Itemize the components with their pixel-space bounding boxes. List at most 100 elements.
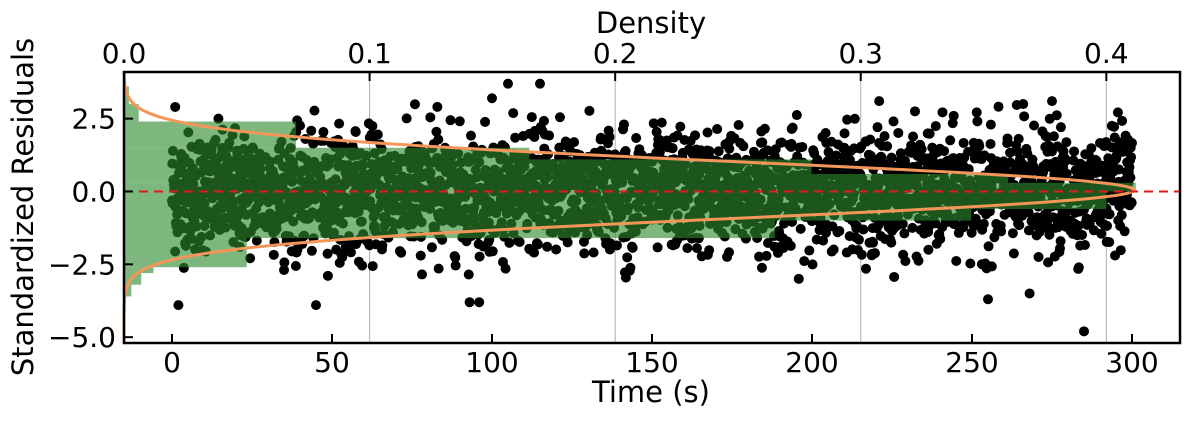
scatter-point [311, 300, 321, 311]
x-axis-label: Time (s) [591, 375, 710, 409]
scatter-point [487, 93, 497, 104]
scatter-point [849, 113, 860, 124]
histogram-bar [124, 104, 139, 122]
scatter-point [1013, 133, 1024, 144]
scatter-point [268, 249, 279, 260]
scatter-point [971, 107, 982, 118]
scatter-point [1043, 257, 1054, 268]
scatter-point [1109, 121, 1120, 132]
scatter-point [985, 138, 996, 149]
scatter-point [986, 261, 997, 272]
scatter-point [1073, 262, 1084, 273]
y-axis-label: Standardized Residuals [6, 38, 40, 376]
scatter-point [432, 101, 443, 112]
scatter-point [974, 141, 985, 152]
scatter-point [908, 131, 919, 142]
y-tick-label: 2.5 [71, 103, 116, 136]
scatter-point [170, 101, 181, 112]
scatter-point [886, 152, 897, 163]
scatter-point [900, 256, 911, 267]
scatter-point [415, 250, 426, 261]
x-tick-label: 50 [314, 346, 350, 379]
scatter-point [295, 120, 306, 131]
scatter-point [993, 101, 1004, 112]
scatter-point [173, 300, 184, 311]
scatter-point [425, 112, 436, 123]
scatter-point [474, 297, 485, 308]
scatter-point [958, 137, 969, 148]
scatter-point [899, 228, 910, 239]
scatter-point [978, 218, 989, 229]
scatter-point [618, 119, 629, 130]
scatter-point [948, 110, 959, 121]
scatter-point [544, 130, 555, 141]
scatter-point [562, 237, 573, 248]
scatter-point [1115, 245, 1126, 256]
scatter-point [1113, 164, 1124, 175]
scatter-point [1029, 120, 1040, 131]
scatter-point [1007, 228, 1018, 239]
x-tick-label: 300 [1105, 346, 1158, 379]
x-tick-label: 100 [465, 346, 518, 379]
scatter-point [791, 110, 802, 121]
scatter-point [464, 297, 475, 308]
scatter-point [756, 262, 767, 273]
histogram-bar [124, 220, 775, 239]
scatter-point [882, 141, 893, 152]
scatter-point [433, 134, 444, 145]
scatter-point [1051, 110, 1062, 121]
scatter-point [865, 134, 876, 145]
scatter-point [318, 126, 329, 137]
scatter-point [869, 248, 880, 259]
scatter-point [656, 117, 667, 128]
scatter-point [823, 147, 834, 158]
scatter-point [786, 138, 797, 149]
scatter-point [417, 269, 428, 280]
scatter-point [828, 244, 839, 255]
scatter-point [532, 239, 543, 250]
scatter-point [1096, 228, 1107, 239]
scatter-point [1008, 248, 1019, 259]
scatter-point [939, 146, 950, 157]
scatter-point [595, 132, 606, 143]
scatter-point [1079, 239, 1090, 250]
scatter-point [897, 218, 908, 229]
scatter-point [1005, 157, 1016, 168]
scatter-point [401, 113, 412, 124]
scatter-point [514, 236, 525, 247]
scatter-point [1060, 156, 1071, 167]
histogram-bar [124, 238, 247, 268]
x-tick-label: 0 [163, 346, 181, 379]
scatter-point [909, 106, 920, 117]
scatter-point [895, 148, 906, 159]
scatter-point [279, 265, 290, 276]
scatter-point [1079, 326, 1089, 337]
scatter-point [733, 119, 744, 130]
scatter-point [682, 243, 693, 254]
scatter-point [713, 146, 724, 157]
scatter-point [724, 143, 735, 154]
scatter-point [983, 241, 994, 252]
histogram-bar [124, 182, 1136, 192]
scatter-point [569, 137, 580, 148]
scatter-point [337, 252, 348, 263]
scatter-point [804, 245, 815, 256]
scatter-point [584, 105, 595, 116]
scatter-point [245, 253, 256, 264]
scatter-point [1061, 168, 1072, 179]
scatter-point [839, 128, 850, 139]
scatter-point [834, 225, 845, 236]
density-tick-label: 0.0 [102, 37, 147, 70]
scatter-point [972, 116, 983, 127]
scatter-point [723, 247, 734, 258]
scatter-point [761, 250, 772, 261]
histogram-bar [124, 147, 530, 160]
scatter-point [551, 244, 562, 255]
scatter-point [872, 122, 883, 133]
scatter-point [620, 146, 631, 157]
y-tick-label: 0.0 [71, 175, 116, 208]
top-axis-label: Density [596, 6, 706, 40]
scatter-point [907, 222, 918, 233]
scatter-point [648, 118, 659, 129]
scatter-point [930, 121, 941, 132]
